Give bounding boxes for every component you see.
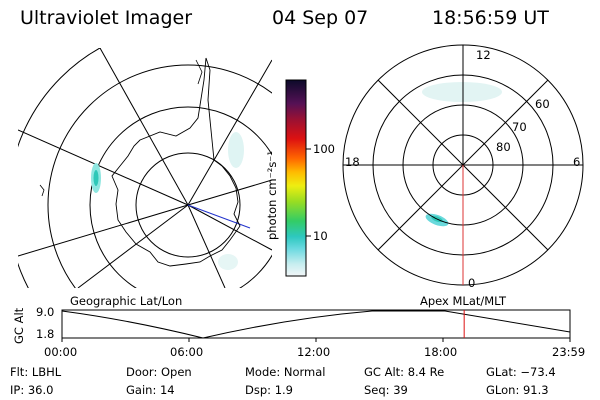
colorbar bbox=[285, 79, 307, 277]
aurora-emission bbox=[218, 254, 238, 270]
x-tick-label: 23:59 bbox=[552, 345, 586, 359]
lat-circle bbox=[47, 64, 272, 288]
door-field: Door: Open bbox=[126, 365, 192, 379]
lat-circle bbox=[89, 106, 272, 288]
colorbar-label: photon cm⁻²s⁻¹ bbox=[265, 151, 279, 240]
flt-field: Flt: LBHL bbox=[10, 365, 62, 379]
dsp-field: Dsp: 1.9 bbox=[245, 383, 293, 397]
gain-field: Gain: 14 bbox=[126, 383, 175, 397]
meridian-line bbox=[77, 204, 189, 288]
seq-field: Seq: 39 bbox=[364, 383, 408, 397]
meridian-line bbox=[18, 129, 189, 206]
aurora-emission bbox=[228, 132, 244, 168]
sun-direction-line bbox=[187, 204, 251, 229]
mlt-label-12: 12 bbox=[476, 48, 491, 62]
mlt-label-18: 18 bbox=[345, 155, 360, 169]
glon-field: GLon: 91.3 bbox=[486, 383, 549, 397]
lat-circle bbox=[135, 152, 241, 258]
colorbar-tick-label: 100 bbox=[313, 142, 335, 156]
coast-fragment bbox=[39, 184, 45, 197]
timeline-y-top: 9.0 bbox=[36, 305, 55, 319]
timeline-left-title: Geographic Lat/Lon bbox=[70, 294, 183, 308]
mlat-label-80: 80 bbox=[496, 140, 511, 154]
x-tick-label: 12:00 bbox=[297, 345, 331, 359]
meridian-line bbox=[99, 48, 189, 206]
meridian-line bbox=[187, 204, 272, 251]
timeline-right-title: Apex MLat/MLT bbox=[420, 294, 507, 308]
meridian-line bbox=[187, 179, 272, 206]
mlat-label-70: 70 bbox=[512, 120, 527, 134]
glat-field: GLat: −73.4 bbox=[486, 365, 556, 379]
polar-plot bbox=[342, 44, 584, 286]
mlt-label-6: 6 bbox=[573, 155, 581, 169]
x-tick-label: 18:00 bbox=[424, 345, 458, 359]
meridian-line bbox=[18, 204, 189, 257]
meridian-line bbox=[187, 59, 272, 206]
date-label: 04 Sep 07 bbox=[272, 7, 369, 29]
timeline-plot bbox=[61, 309, 571, 342]
x-tick-label: 00:00 bbox=[44, 345, 78, 359]
ip-field: IP: 36.0 bbox=[10, 383, 54, 397]
aurora-emission bbox=[93, 170, 99, 186]
aurora-emission bbox=[422, 82, 502, 102]
coast-fragment bbox=[195, 59, 203, 85]
mode-field: Mode: Normal bbox=[245, 365, 326, 379]
geographic-map bbox=[18, 48, 272, 288]
meridian-line bbox=[187, 204, 226, 288]
x-tick-label: 06:00 bbox=[170, 345, 204, 359]
colorbar-tick-label: 10 bbox=[313, 229, 328, 243]
continent-outline bbox=[111, 57, 241, 267]
altitude-curve bbox=[61, 310, 571, 339]
app-title: Ultraviolet Imager bbox=[20, 7, 193, 29]
timeline-y-label: GC Alt bbox=[12, 307, 26, 344]
time-label: 18:56:59 UT bbox=[432, 7, 549, 29]
mlat-label-60: 60 bbox=[535, 97, 550, 111]
gc-alt-field: GC Alt: 8.4 Re bbox=[364, 365, 445, 379]
timeline-y-bottom: 1.8 bbox=[36, 327, 55, 341]
mlt-label-0: 0 bbox=[468, 276, 476, 290]
